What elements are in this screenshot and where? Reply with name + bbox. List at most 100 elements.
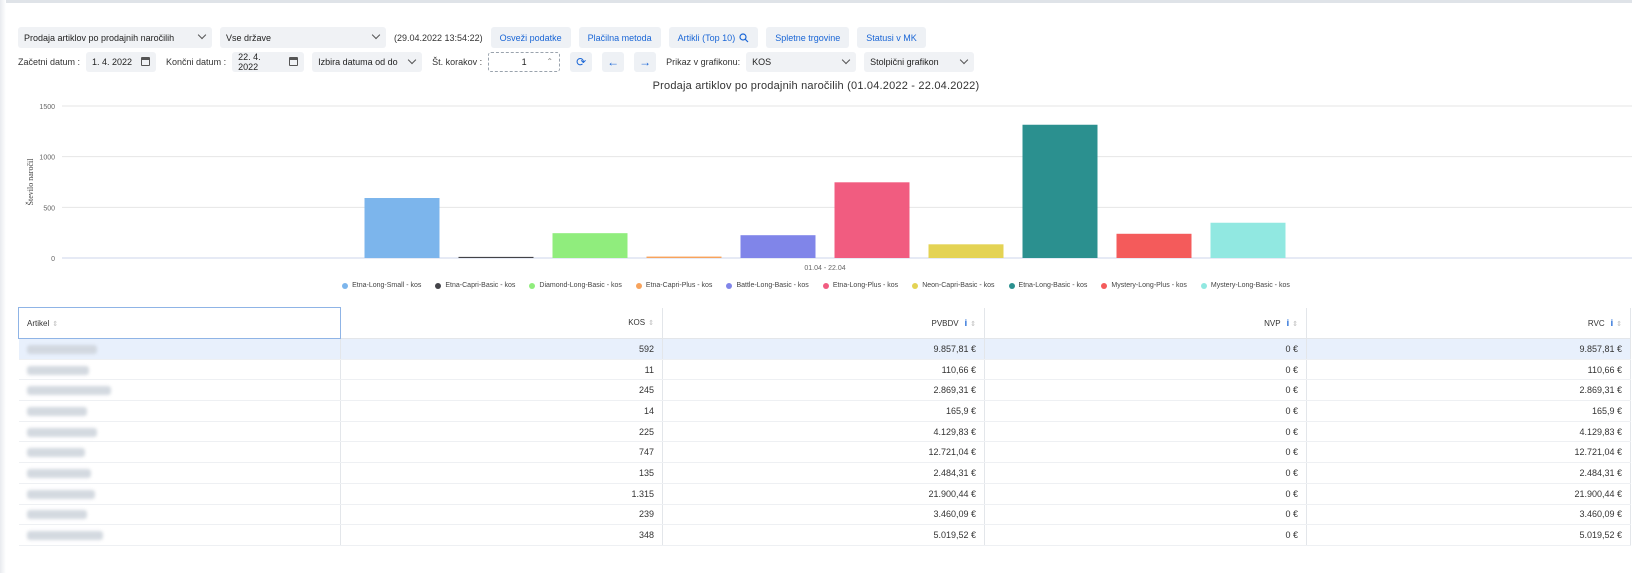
country-select[interactable]: Vse države bbox=[220, 27, 386, 48]
chart-bar bbox=[740, 235, 816, 258]
article-name-cell bbox=[18, 359, 341, 381]
sort-icon[interactable]: ⇕ bbox=[1616, 320, 1622, 328]
legend-label: Battle-Long-Basic - kos bbox=[736, 282, 809, 289]
payment-method-label: Plačilna metoda bbox=[587, 32, 652, 43]
legend-item[interactable]: Etna-Long-Plus - kos bbox=[822, 282, 898, 289]
legend-marker bbox=[822, 282, 829, 289]
start-date-field[interactable]: 1. 4. 2022 bbox=[86, 52, 157, 72]
search-icon bbox=[739, 32, 749, 42]
chart-display-select[interactable]: KOS bbox=[746, 52, 857, 72]
previous-button[interactable]: ← bbox=[602, 52, 625, 72]
sort-icon[interactable]: ⇕ bbox=[970, 320, 976, 328]
legend-item[interactable]: Diamond-Long-Basic - kos bbox=[529, 282, 622, 289]
chart-bar bbox=[1210, 222, 1286, 258]
next-button[interactable]: → bbox=[634, 52, 657, 72]
end-date-field[interactable]: 22. 4. 2022 bbox=[232, 52, 305, 72]
column-header-label: KOS bbox=[628, 318, 646, 328]
table-row[interactable]: 1.315 21.900,44 €0 €21.900,44 € bbox=[18, 483, 1631, 505]
legend-label: Etna-Capri-Basic - kos bbox=[445, 282, 516, 289]
steps-stepper[interactable]: 1 ⌃ bbox=[488, 52, 561, 72]
statuses-button[interactable]: Statusi v MK bbox=[857, 27, 926, 48]
stepper-arrows-icon[interactable]: ⌃ bbox=[546, 57, 554, 66]
table-row[interactable]: 747 12.721,04 €0 €12.721,04 € bbox=[18, 441, 1631, 464]
chevron-down-icon bbox=[197, 30, 207, 40]
legend-item[interactable]: Etna-Long-Basic - kos bbox=[1008, 282, 1087, 289]
articles-top10-button[interactable]: Artikli (Top 10) bbox=[668, 27, 759, 48]
table-row[interactable]: 14 165,9 €0 €165,9 € bbox=[18, 400, 1631, 422]
table-row[interactable]: 592 9.857,81 €0 €9.857,81 € bbox=[18, 338, 1631, 360]
kos-cell: 592 bbox=[340, 338, 663, 360]
table-header-row: Artikel ⇕ KOS ⇕ PVBDV i ⇕ NVP i ⇕ RVC i ⇕ bbox=[18, 307, 1631, 339]
kos-cell: 1.315 bbox=[340, 483, 663, 505]
redacted-article-name bbox=[26, 448, 85, 458]
rvc-cell: 5.019,52 € bbox=[1306, 524, 1631, 546]
y-tick-label: 1500 bbox=[39, 104, 55, 111]
info-icon[interactable]: i bbox=[964, 317, 968, 328]
nvp-cell: 0 € bbox=[984, 524, 1307, 546]
calendar-icon[interactable] bbox=[289, 57, 299, 66]
legend-label: Neon-Capri-Basic - kos bbox=[922, 282, 995, 289]
calendar-icon[interactable] bbox=[141, 57, 151, 66]
chevron-down-icon bbox=[959, 55, 969, 65]
legend-item[interactable]: Mystery-Long-Basic - kos bbox=[1200, 282, 1290, 289]
table-row[interactable]: 11 110,66 €0 €110,66 € bbox=[18, 359, 1631, 381]
legend-item[interactable]: Mystery-Long-Plus - kos bbox=[1101, 282, 1187, 289]
redacted-article-name bbox=[26, 406, 87, 416]
redacted-article-name bbox=[26, 510, 87, 520]
timestamp: (29.04.2022 13:54:22) bbox=[394, 32, 483, 43]
report-select-value: Prodaja artiklov po prodajnih naročilih bbox=[24, 32, 175, 43]
legend-item[interactable]: Neon-Capri-Basic - kos bbox=[912, 282, 995, 289]
webshops-button[interactable]: Spletne trgovine bbox=[766, 27, 850, 48]
chart-bar bbox=[1022, 124, 1098, 258]
article-name-cell bbox=[18, 441, 341, 464]
legend-item[interactable]: Etna-Long-Small - kos bbox=[342, 282, 421, 289]
table-row[interactable]: 348 5.019,52 €0 €5.019,52 € bbox=[18, 524, 1631, 546]
column-header-pvbdv[interactable]: PVBDV i ⇕ bbox=[662, 307, 985, 339]
table-row[interactable]: 245 2.869,31 €0 €2.869,31 € bbox=[18, 379, 1631, 402]
table-row[interactable]: 225 4.129,83 €0 €4.129,83 € bbox=[18, 421, 1631, 443]
article-name-cell bbox=[18, 421, 341, 443]
column-header-kos[interactable]: KOS ⇕ bbox=[340, 307, 663, 339]
legend-item[interactable]: Battle-Long-Basic - kos bbox=[726, 282, 809, 289]
nvp-cell: 0 € bbox=[984, 483, 1307, 505]
nvp-cell: 0 € bbox=[984, 504, 1307, 526]
chart-title: Prodaja artiklov po prodajnih naročilih … bbox=[652, 80, 980, 92]
redacted-article-name bbox=[26, 469, 91, 479]
redacted-article-name bbox=[26, 386, 111, 396]
column-header-nvp[interactable]: NVP i ⇕ bbox=[984, 307, 1307, 339]
articles-top10-label: Artikli (Top 10) bbox=[677, 32, 736, 43]
rvc-cell: 2.484,31 € bbox=[1306, 462, 1631, 484]
article-name-cell bbox=[18, 338, 341, 360]
legend-item[interactable]: Etna-Capri-Basic - kos bbox=[435, 282, 515, 289]
legend-item[interactable]: Etna-Capri-Plus - kos bbox=[635, 282, 712, 289]
date-range-select[interactable]: Izbira datuma od do bbox=[312, 52, 423, 72]
kos-cell: 348 bbox=[340, 524, 663, 546]
column-header-artikel[interactable]: Artikel ⇕ bbox=[18, 307, 341, 339]
pvbdv-cell: 3.460,09 € bbox=[662, 504, 985, 526]
article-name-cell bbox=[18, 400, 341, 422]
rvc-cell: 3.460,09 € bbox=[1306, 504, 1631, 526]
sort-icon[interactable]: ⇕ bbox=[52, 320, 59, 328]
steps-label: Št. korakov : bbox=[432, 57, 483, 67]
column-header-label: NVP bbox=[1264, 318, 1281, 328]
report-select[interactable]: Prodaja artiklov po prodajnih naročilih bbox=[18, 27, 212, 48]
sort-icon[interactable]: ⇕ bbox=[648, 320, 654, 328]
refresh-data-button[interactable]: Osveži podatke bbox=[490, 27, 571, 48]
start-date-label: Začetni datum : bbox=[18, 57, 81, 67]
sort-icon[interactable]: ⇕ bbox=[1292, 320, 1298, 328]
redacted-article-name bbox=[26, 531, 103, 541]
nvp-cell: 0 € bbox=[984, 462, 1307, 484]
info-icon[interactable]: i bbox=[1286, 317, 1290, 328]
payment-method-button[interactable]: Plačilna metoda bbox=[578, 27, 661, 48]
kos-cell: 747 bbox=[340, 441, 663, 464]
info-icon[interactable]: i bbox=[1610, 317, 1614, 328]
filter-bar: Začetni datum : 1. 4. 2022 Končni datum … bbox=[18, 52, 975, 72]
chart-type-select[interactable]: Stolpični grafikon bbox=[864, 52, 975, 72]
table-row[interactable]: 239 3.460,09 €0 €3.460,09 € bbox=[18, 504, 1631, 526]
reload-button[interactable]: ⟳ bbox=[570, 52, 593, 72]
statuses-label: Statusi v MK bbox=[866, 32, 917, 43]
table-row[interactable]: 135 2.484,31 €0 €2.484,31 € bbox=[18, 462, 1631, 484]
x-tick-label: 01.04 - 22.04 bbox=[804, 265, 845, 272]
column-header-rvc[interactable]: RVC i ⇕ bbox=[1306, 307, 1631, 339]
chevron-down-icon bbox=[407, 55, 417, 65]
